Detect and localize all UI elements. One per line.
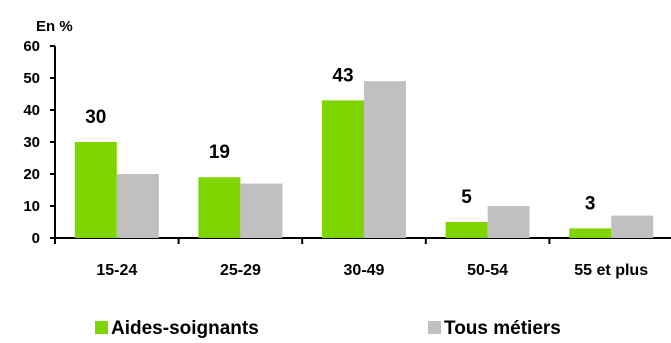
bar-tous-metiers [487, 206, 530, 238]
category-label: 25-29 [220, 262, 261, 279]
bar-aides-soignants [322, 100, 364, 239]
category-labels-group: 15-24 25-29 30-49 50-54 55 et plus [96, 262, 648, 279]
data-label: 5 [461, 187, 472, 208]
y-tick-label: 10 [23, 198, 40, 215]
bar-aides-soignants [198, 177, 241, 238]
bars-group [74, 81, 654, 239]
legend-label-aides-soignants: Aides-soignants [111, 318, 259, 339]
category-label: 55 et plus [574, 262, 648, 279]
y-tick-label: 0 [32, 230, 40, 247]
data-label: 19 [209, 142, 230, 163]
legend-swatch-aides-soignants [95, 321, 108, 334]
bar-tous-metiers [611, 215, 654, 238]
data-label: 43 [332, 65, 353, 86]
y-tick-label: 20 [23, 166, 40, 183]
data-labels-group: 30 19 43 5 3 [85, 65, 595, 214]
legend-swatch-tous-metiers [428, 321, 441, 334]
bar-aides-soignants [445, 222, 488, 238]
y-tick-label: 40 [23, 102, 40, 119]
y-tick-label: 30 [23, 134, 40, 151]
category-label: 15-24 [96, 262, 137, 279]
data-label: 30 [85, 107, 106, 128]
y-axis-ticks: 0 10 20 30 40 50 60 [23, 38, 55, 247]
bar-aides-soignants [569, 228, 612, 238]
bar-tous-metiers [364, 81, 406, 238]
bar-aides-soignants [74, 142, 117, 238]
bar-tous-metiers [116, 174, 159, 238]
y-unit-label: En % [36, 18, 73, 35]
data-label: 3 [585, 193, 596, 214]
category-label: 30-49 [344, 262, 385, 279]
legend-label-tous-metiers: Tous métiers [444, 318, 561, 339]
y-tick-label: 60 [23, 38, 40, 55]
bar-tous-metiers [240, 183, 283, 238]
category-label: 50-54 [467, 262, 508, 279]
legend: Aides-soignants Tous métiers [95, 318, 561, 339]
y-tick-label: 50 [23, 70, 40, 87]
x-axis-ticks [54, 238, 551, 244]
